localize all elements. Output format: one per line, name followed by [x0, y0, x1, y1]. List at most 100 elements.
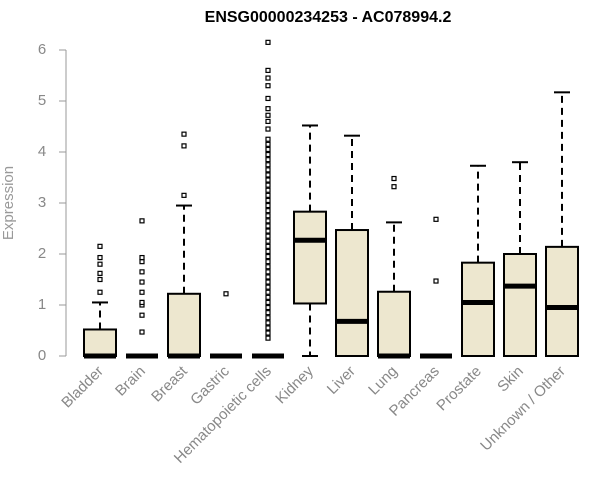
outlier-point: [265, 218, 271, 224]
outlier-point: [265, 141, 271, 147]
outlier-point: [265, 202, 271, 209]
x-tick-label: Skin: [494, 363, 527, 396]
outlier-point: [265, 83, 271, 89]
outlier-point: [433, 278, 439, 284]
box-unknown-other: [545, 91, 579, 357]
x-tick-label: Brain: [112, 363, 149, 400]
outlier-point: [139, 329, 145, 335]
outlier-point: [265, 259, 271, 265]
y-axis-label: Expression: [0, 166, 17, 240]
outlier-point: [265, 157, 271, 163]
y-tick-label: 2: [38, 245, 46, 262]
outlier-point: [265, 233, 271, 239]
outlier-point: [265, 330, 271, 336]
box-body: [545, 245, 579, 357]
outlier-point: [265, 172, 271, 178]
outlier-point: [265, 320, 271, 326]
box-bladder: [83, 243, 117, 359]
outlier-point: [265, 95, 271, 102]
outlier-point: [265, 146, 271, 153]
x-tick-label: Lung: [365, 363, 401, 399]
outlier-point: [265, 279, 271, 285]
outlier-point: [265, 213, 271, 219]
box-brain: [126, 218, 158, 359]
outlier-point: [391, 184, 397, 190]
outlier-point: [139, 269, 145, 275]
outlier-point: [265, 274, 271, 280]
box-breast: [167, 131, 201, 359]
outlier-point: [265, 151, 271, 158]
outlier-point: [265, 264, 271, 270]
outlier-point: [265, 315, 271, 321]
outlier-point: [139, 312, 145, 318]
outlier-point: [265, 304, 271, 311]
outlier-point: [265, 269, 271, 275]
box-body: [293, 210, 327, 305]
box-prostate: [461, 164, 495, 358]
outlier-point: [265, 310, 271, 316]
outlier-point: [97, 276, 103, 283]
outlier-point: [265, 167, 271, 173]
box-body: [167, 292, 201, 357]
chart-title: ENSG00000234253 - AC078994.2: [205, 9, 452, 26]
outlier-point: [97, 261, 103, 267]
outlier-point: [139, 289, 145, 295]
box-hematopoietic-cells: [252, 39, 284, 359]
box-skin: [503, 161, 537, 357]
outlier-point: [265, 238, 271, 244]
outlier-point: [181, 143, 187, 149]
outlier-point: [265, 294, 271, 300]
outlier-point: [265, 67, 271, 74]
outlier-point: [139, 218, 145, 224]
box-body: [461, 261, 495, 358]
outlier-point: [97, 270, 103, 276]
outlier-point: [265, 208, 271, 214]
outlier-point: [265, 299, 271, 306]
y-axis: 0 1 2 3 4 5 6: [38, 41, 67, 364]
y-tick-label: 3: [38, 194, 46, 211]
x-tick-label: Kidney: [272, 362, 317, 407]
x-tick-label: Liver: [324, 363, 359, 398]
outlier-point: [265, 223, 271, 229]
y-tick-label: 1: [38, 296, 46, 313]
box-body: [377, 290, 411, 357]
outlier-point: [265, 177, 271, 183]
outlier-point: [223, 291, 229, 297]
outlier-point: [433, 216, 439, 222]
x-tick-label: Prostate: [433, 363, 485, 415]
box-pancreas: [420, 216, 452, 359]
outlier-point: [97, 289, 103, 295]
box-body: [335, 229, 369, 357]
boxes-group: [83, 39, 579, 359]
outlier-point: [265, 106, 271, 112]
box-body: [503, 253, 537, 357]
outlier-point: [139, 279, 145, 285]
outlier-point: [265, 197, 271, 204]
y-tick-label: 0: [38, 347, 46, 364]
y-tick-label: 6: [38, 41, 46, 58]
outlier-point: [265, 253, 271, 260]
outlier-point: [265, 289, 271, 295]
outlier-point: [265, 182, 271, 188]
outlier-point: [265, 284, 271, 290]
box-kidney: [293, 124, 327, 357]
outlier-point: [139, 254, 145, 261]
outlier-point: [391, 175, 397, 182]
outlier-point: [265, 243, 271, 249]
outlier-point: [265, 248, 271, 255]
outlier-point: [265, 39, 271, 45]
box-liver: [335, 134, 369, 357]
outlier-point: [265, 187, 271, 193]
outlier-point: [97, 254, 103, 261]
outlier-point: [265, 192, 271, 198]
outlier-point: [139, 259, 145, 265]
outlier-point: [265, 118, 271, 125]
outlier-point: [181, 192, 187, 198]
outlier-point: [265, 335, 271, 341]
outlier-point: [265, 75, 271, 81]
y-tick-label: 5: [38, 92, 46, 109]
outlier-point: [265, 112, 271, 118]
box-gastric: [210, 291, 242, 359]
outlier-point: [265, 162, 271, 168]
